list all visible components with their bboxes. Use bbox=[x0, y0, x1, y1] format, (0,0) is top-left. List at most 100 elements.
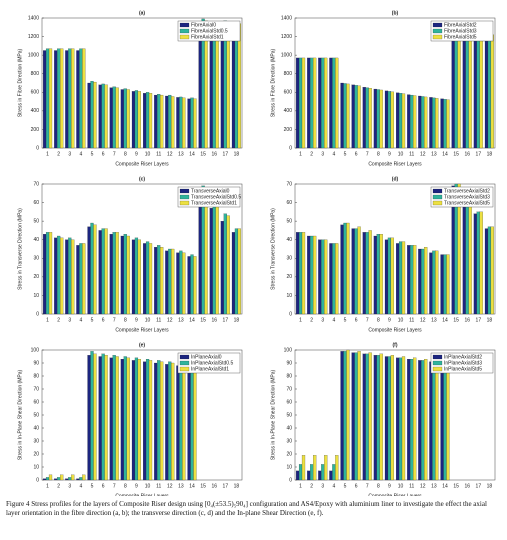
bar bbox=[310, 235, 314, 315]
y-tick-label: 100 bbox=[31, 347, 40, 353]
bar bbox=[104, 228, 108, 315]
x-axis-label: Composite Riser Layers bbox=[115, 493, 169, 496]
bar bbox=[93, 81, 97, 149]
bar bbox=[171, 96, 175, 149]
bar bbox=[123, 356, 127, 481]
x-tick-label: 18 bbox=[234, 317, 240, 323]
x-tick-label: 5 bbox=[344, 151, 347, 157]
x-tick-label: 2 bbox=[57, 151, 60, 157]
bar bbox=[143, 361, 147, 481]
y-tick-label: 1200 bbox=[281, 34, 292, 40]
y-tick-label: 10 bbox=[286, 293, 292, 299]
bar bbox=[187, 256, 191, 315]
bar bbox=[43, 478, 47, 481]
y-tick-label: 60 bbox=[286, 200, 292, 206]
bar bbox=[440, 364, 444, 481]
bar bbox=[335, 57, 339, 149]
bar bbox=[154, 362, 158, 481]
x-tick-label: 6 bbox=[355, 483, 358, 489]
x-tick-label: 7 bbox=[113, 151, 116, 157]
bar bbox=[57, 477, 61, 481]
x-tick-label: 12 bbox=[167, 151, 173, 157]
y-tick-label: 40 bbox=[33, 425, 39, 431]
x-tick-label: 1 bbox=[46, 317, 49, 323]
bar bbox=[87, 226, 91, 315]
bar bbox=[234, 228, 239, 315]
bar bbox=[351, 228, 355, 315]
bar bbox=[435, 250, 439, 315]
x-axis-label: Composite Riser Layers bbox=[115, 161, 169, 167]
y-axis-label: Stress in Fibre Direction (MPa) bbox=[17, 48, 23, 117]
x-tick-label: 11 bbox=[156, 317, 161, 323]
x-tick-label: 11 bbox=[156, 151, 161, 157]
bar bbox=[379, 89, 383, 149]
bar bbox=[148, 360, 153, 481]
x-tick-label: 16 bbox=[211, 151, 217, 157]
legend-swatch bbox=[179, 28, 190, 34]
bar bbox=[68, 477, 72, 481]
x-tick-label: 9 bbox=[135, 151, 138, 157]
x-tick-label: 17 bbox=[476, 483, 482, 489]
bar bbox=[145, 241, 150, 315]
x-tick-label: 8 bbox=[377, 483, 380, 489]
bar bbox=[82, 48, 86, 149]
bar bbox=[120, 359, 124, 481]
legend-swatch bbox=[432, 200, 443, 206]
x-tick-label: 6 bbox=[102, 317, 105, 323]
bar bbox=[346, 222, 350, 315]
bar bbox=[313, 455, 317, 481]
bar bbox=[346, 83, 350, 149]
bar bbox=[231, 25, 236, 149]
y-tick-label: 70 bbox=[33, 386, 39, 392]
y-tick-label: 20 bbox=[286, 451, 292, 457]
bar bbox=[413, 245, 417, 315]
bar bbox=[65, 239, 69, 315]
legend-label: InPlaneAxialStd3 bbox=[444, 360, 482, 366]
bar bbox=[373, 88, 377, 149]
x-tick-label: 8 bbox=[377, 151, 380, 157]
bar bbox=[321, 239, 325, 315]
y-tick-label: 40 bbox=[286, 425, 292, 431]
bar bbox=[484, 228, 489, 315]
x-tick-label: 4 bbox=[332, 483, 335, 489]
y-tick-label: 60 bbox=[33, 399, 39, 405]
bar bbox=[446, 254, 450, 315]
bar bbox=[432, 361, 436, 481]
bar bbox=[362, 87, 366, 149]
bar bbox=[401, 356, 406, 481]
bar bbox=[68, 48, 72, 149]
bar bbox=[237, 228, 241, 315]
legend-label: FibreAxialStd3 bbox=[444, 28, 477, 34]
bar bbox=[396, 357, 400, 481]
x-tick-label: 15 bbox=[453, 151, 459, 157]
legend-label: InPlaneAxialStd1 bbox=[191, 366, 229, 372]
x-tick-label: 17 bbox=[476, 317, 482, 323]
x-tick-label: 2 bbox=[57, 483, 60, 489]
bar bbox=[57, 48, 61, 149]
bar bbox=[473, 213, 477, 315]
y-tick-label: 0 bbox=[36, 477, 39, 483]
bar bbox=[465, 31, 469, 149]
bar bbox=[368, 230, 372, 315]
bar bbox=[396, 92, 400, 149]
y-tick-label: 20 bbox=[33, 274, 39, 280]
bar bbox=[396, 243, 400, 315]
bar bbox=[343, 83, 347, 149]
y-tick-label: 70 bbox=[33, 181, 39, 187]
bar bbox=[476, 211, 480, 315]
legend-swatch bbox=[179, 22, 190, 28]
x-tick-label: 2 bbox=[310, 483, 313, 489]
bar bbox=[48, 232, 53, 315]
x-tick-label: 11 bbox=[409, 151, 414, 157]
x-tick-label: 14 bbox=[442, 151, 448, 157]
bar bbox=[418, 95, 422, 149]
legend-swatch bbox=[179, 34, 190, 40]
bar bbox=[43, 50, 47, 149]
bar bbox=[71, 48, 75, 149]
x-tick-label: 9 bbox=[388, 317, 391, 323]
legend-swatch bbox=[432, 22, 443, 28]
y-tick-label: 200 bbox=[31, 127, 40, 133]
bar bbox=[115, 232, 119, 315]
bar bbox=[354, 228, 358, 315]
bar bbox=[120, 89, 124, 149]
